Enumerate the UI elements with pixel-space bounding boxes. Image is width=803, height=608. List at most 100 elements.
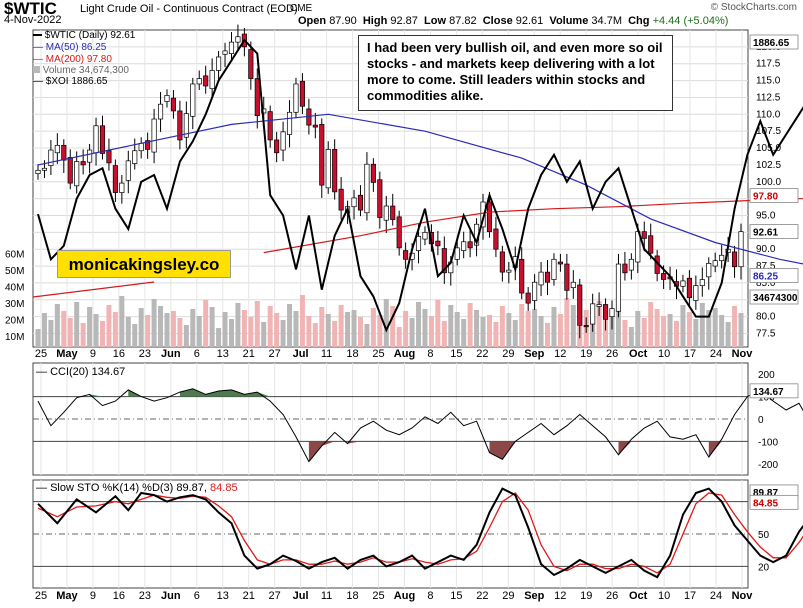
x-tick-label: 24 (710, 590, 722, 602)
volume-bar (183, 325, 189, 347)
x-tick-label: 22 (476, 348, 488, 360)
cci-tick-label: 0 (758, 415, 764, 426)
volume-bar (738, 313, 744, 347)
volume-bar (61, 311, 67, 347)
x-tick-label: 19 (580, 348, 592, 360)
low-value: 87.82 (449, 15, 477, 27)
volume-bar (499, 306, 505, 347)
volume-last-tag-text: 34674300 (753, 293, 798, 304)
legend-sto: — Slow STO %K(14) %D(3) 89.87, 84.85 (36, 482, 238, 494)
ma50-last-tag (749, 268, 799, 283)
x-tick-label: 12 (554, 590, 566, 602)
candle-body (538, 271, 544, 286)
volume-bar (54, 304, 60, 347)
volume-bar (216, 328, 222, 347)
candle-body (183, 113, 189, 138)
candle-body (293, 83, 299, 113)
x-tick-label: 11 (321, 348, 332, 360)
volume-bar (596, 301, 602, 347)
candle-body (680, 280, 686, 287)
cci-line (37, 388, 803, 463)
x-tick-label: 13 (217, 590, 229, 602)
volume-bar (409, 318, 415, 347)
volume-bar (448, 305, 454, 347)
candle-body (583, 325, 589, 328)
candle-body (151, 118, 157, 153)
volume-bar (686, 312, 692, 347)
x-tick-label: 13 (217, 348, 229, 360)
candle-body (80, 161, 86, 166)
candle-body (280, 131, 286, 151)
y-tick-label: 80.0 (756, 312, 776, 323)
ma50-line (37, 113, 803, 265)
candle-body (48, 149, 54, 166)
candle-body (577, 284, 583, 326)
close-label: Close (482, 15, 513, 27)
y-tick-label: 110.0 (756, 109, 781, 120)
x-tick-label: 17 (684, 590, 696, 602)
volume-bar (635, 311, 641, 347)
x-tick-label: 22 (476, 590, 488, 602)
candle-body (732, 251, 738, 268)
candle-body (93, 125, 99, 154)
ohlc-summary: Open 87.90 High 92.87 Low 87.82 Close 92… (298, 15, 728, 27)
x-tick-label: 17 (684, 348, 696, 360)
candle-body (609, 308, 615, 317)
volume-bar (48, 320, 54, 347)
x-tick-label: Jun (161, 590, 181, 602)
x-tick-label: Jul (293, 348, 309, 360)
volume-bar (628, 327, 634, 347)
chg-label: Chg (628, 15, 650, 27)
candle-body (532, 281, 538, 301)
candle-body (661, 273, 667, 280)
volume-bar (467, 303, 473, 347)
candle-body (286, 111, 293, 135)
volume-bar (261, 322, 267, 347)
candle-body (454, 247, 460, 260)
candle-body (693, 285, 699, 301)
x-tick-label: 29 (502, 348, 514, 360)
x-tick-label: Jul (293, 590, 309, 602)
candle-body (712, 260, 718, 267)
candle-body (415, 236, 422, 251)
volume-bar (551, 307, 557, 347)
x-tick-label: 26 (606, 348, 618, 360)
volume-bar (338, 305, 344, 347)
volume-bar (383, 299, 389, 347)
x-tick-label: 15 (450, 348, 462, 360)
candle-body (145, 140, 151, 150)
candle-body (506, 269, 512, 273)
candle-body (570, 281, 576, 288)
x-tick-label: May (56, 348, 78, 360)
x-tick-label: 9 (90, 590, 96, 602)
x-tick-label: 21 (243, 348, 255, 360)
candle-body (622, 263, 628, 274)
x-tick-label: Aug (394, 590, 415, 602)
legend-price: $WTIC (Daily) 92.61 (33, 30, 135, 41)
candle-body (370, 163, 376, 183)
x-tick-label: 18 (346, 590, 358, 602)
sto-d-last-tag-text: 84.85 (753, 498, 778, 509)
volume-bar (138, 308, 144, 347)
candle-body (106, 150, 112, 164)
candle-body (641, 231, 647, 239)
volume-bar (693, 319, 699, 347)
volume-tick-label: 30M (5, 299, 24, 310)
volume-tick-label: 40M (5, 283, 24, 294)
volume-bar (641, 318, 647, 347)
x-tick-label: 16 (113, 348, 125, 360)
volume-bar (441, 321, 447, 347)
candle-body (254, 78, 260, 117)
y-tick-label: 115.0 (756, 76, 781, 87)
instrument-name: Light Crude Oil - Continuous Contract (E… (80, 3, 298, 15)
candle-body (74, 161, 80, 187)
candle-body (87, 149, 93, 163)
volume-bar (235, 303, 241, 347)
candle-body (112, 165, 118, 193)
volume-bar (719, 315, 725, 347)
volume-bar (396, 327, 402, 347)
volume-bar (570, 305, 576, 347)
cci-last-tag (749, 383, 799, 399)
candle-body (228, 41, 235, 54)
volume-bar (725, 322, 731, 347)
